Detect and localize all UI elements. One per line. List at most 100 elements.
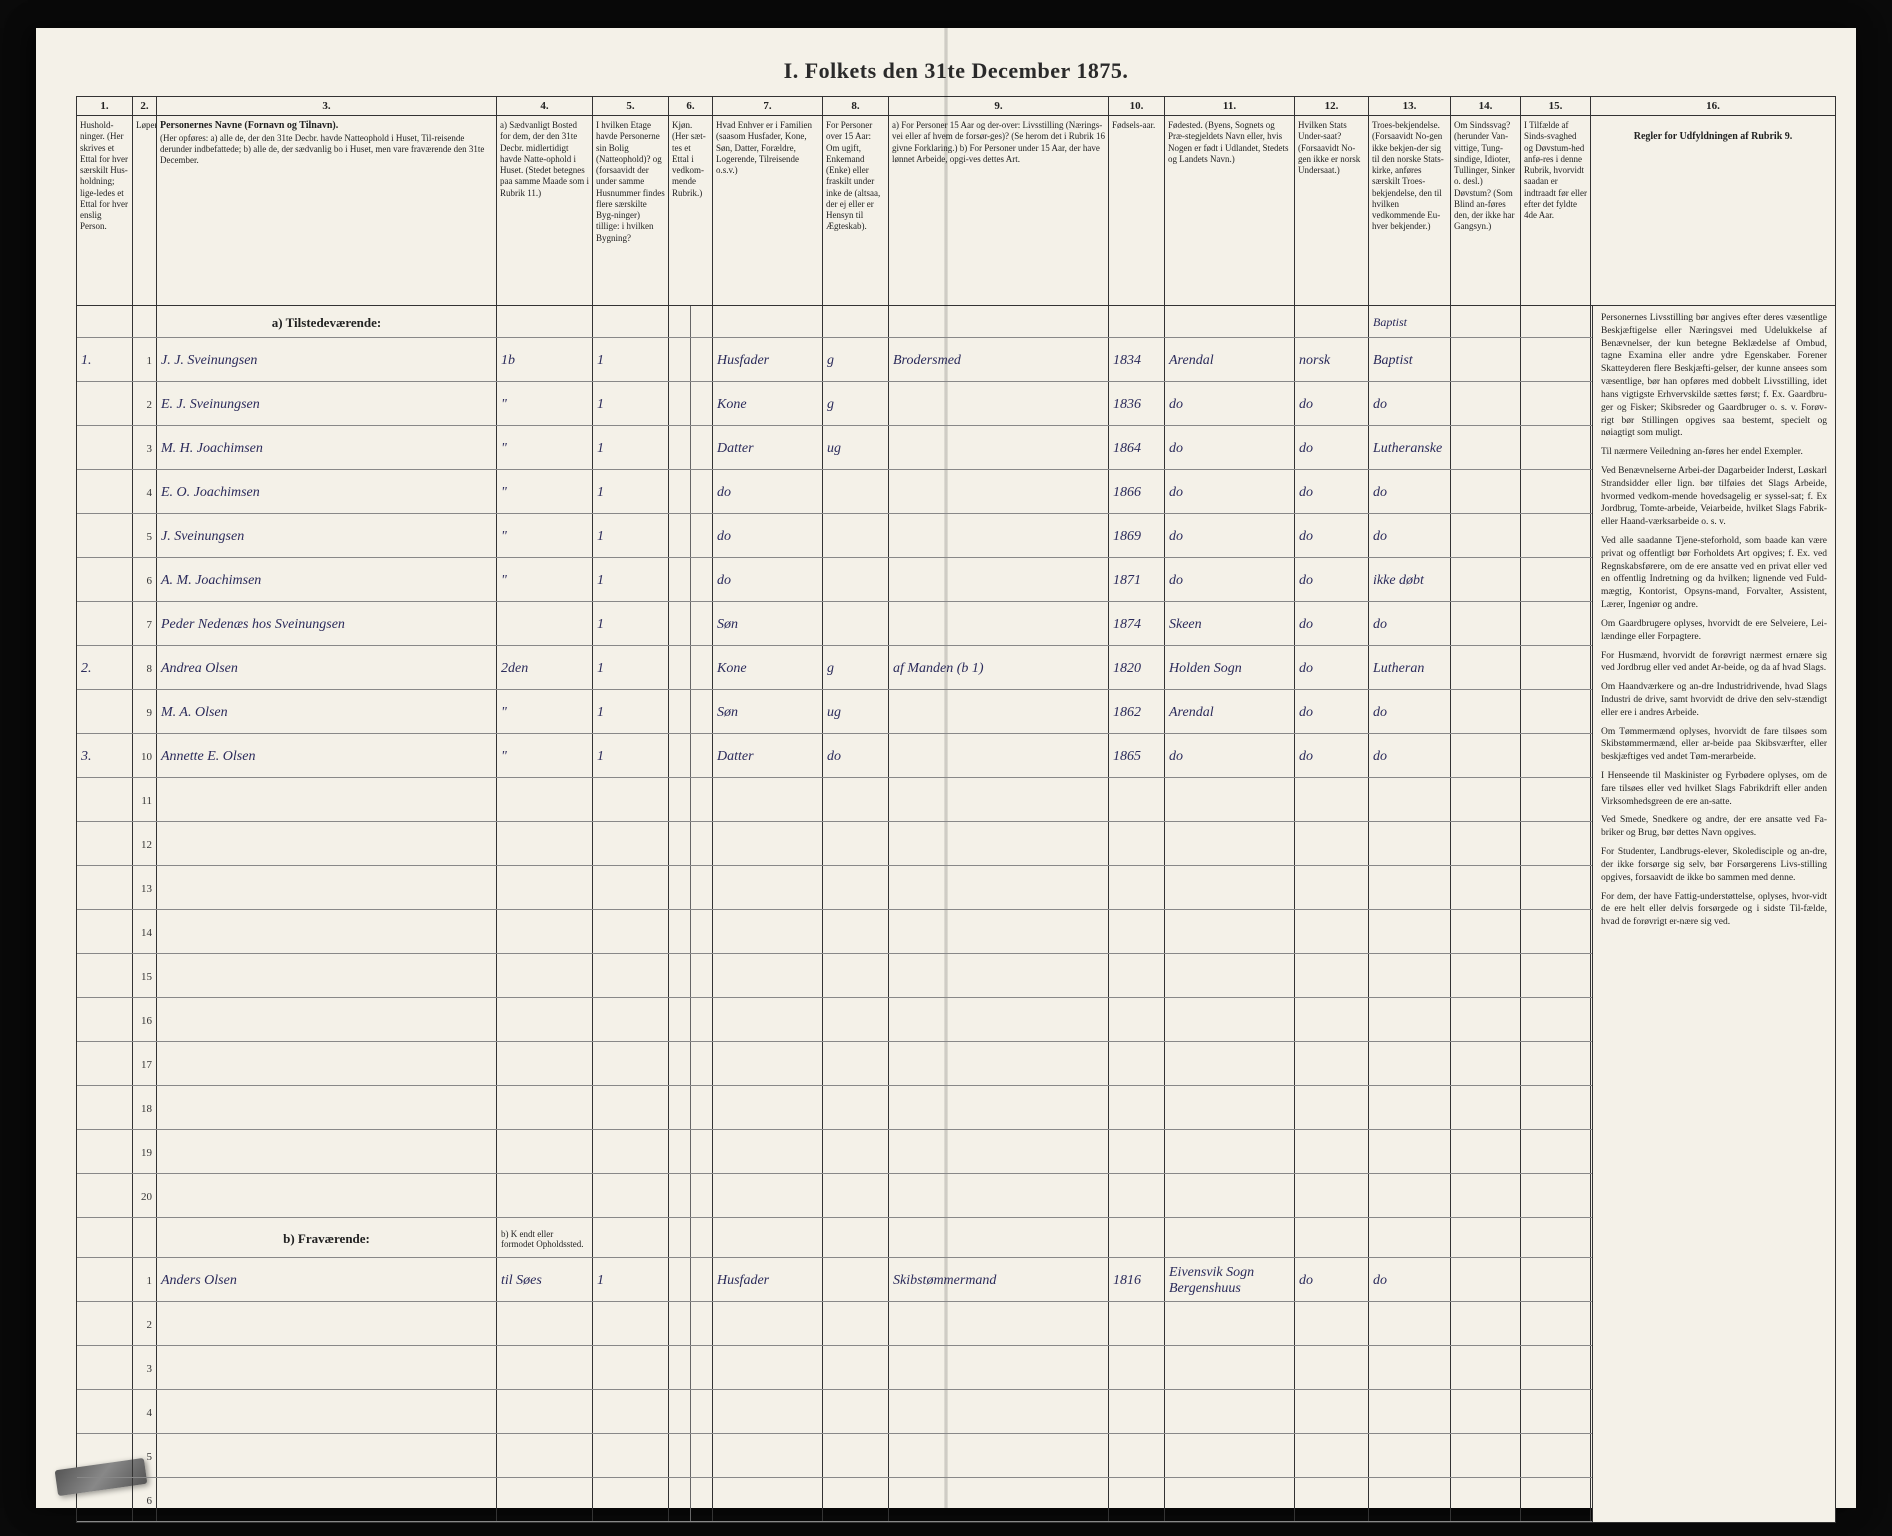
cell: [691, 382, 713, 425]
cell: [497, 602, 593, 645]
table-row: 14: [77, 910, 1835, 954]
table-row: 2E. J. Sveinungsen"1Koneg1836dododo: [77, 382, 1835, 426]
cell: 1: [593, 602, 669, 645]
cell: [1521, 1042, 1591, 1085]
cell: [1521, 866, 1591, 909]
cell: [823, 866, 889, 909]
table-row: 1Anders Olsentil Søes1HusfaderSkibstømme…: [77, 1258, 1835, 1302]
cell: [1451, 602, 1521, 645]
cell: do: [1165, 382, 1295, 425]
cell: [77, 1042, 133, 1085]
cell: 1: [593, 558, 669, 601]
cell: [1369, 910, 1451, 953]
cell: [1165, 1130, 1295, 1173]
cell: 15: [133, 954, 157, 997]
cell: [77, 1390, 133, 1433]
cell: ": [497, 734, 593, 777]
cell: [1165, 822, 1295, 865]
hdr-10: Fødsels-aar.: [1109, 116, 1165, 305]
cell: 19: [133, 1130, 157, 1173]
table-row: 15: [77, 954, 1835, 998]
cell: [669, 426, 691, 469]
cell: J. J. Sveinungsen: [157, 338, 497, 381]
cell: 1864: [1109, 426, 1165, 469]
cell: 11: [133, 778, 157, 821]
cell: [497, 1346, 593, 1389]
cell: [691, 1258, 713, 1301]
cell: [691, 866, 713, 909]
cell: [713, 1434, 823, 1477]
cell: [1109, 1346, 1165, 1389]
section-a-label: a) Tilstedeværende:: [157, 306, 497, 337]
cell: 1: [133, 1258, 157, 1301]
cell: 20: [133, 1174, 157, 1217]
cell: [1451, 514, 1521, 557]
cell: do: [1369, 514, 1451, 557]
cell: do: [1295, 1258, 1369, 1301]
cell: [669, 338, 691, 381]
cell: [157, 866, 497, 909]
cell: [1521, 998, 1591, 1041]
cell: [691, 1346, 713, 1389]
cell: [1451, 1130, 1521, 1173]
cell: 3.: [77, 734, 133, 777]
cell: [157, 1478, 497, 1521]
cell: Datter: [713, 426, 823, 469]
cell: Andrea Olsen: [157, 646, 497, 689]
cell: [1451, 1390, 1521, 1433]
cell: [1451, 1478, 1521, 1521]
cell: [1295, 1478, 1369, 1521]
cell: [1295, 954, 1369, 997]
cell: [691, 1390, 713, 1433]
cell: [889, 954, 1109, 997]
cell: ": [497, 470, 593, 513]
cell: g: [823, 382, 889, 425]
cell: do: [1295, 646, 1369, 689]
hdr-15: I Tilfælde af Sinds-svaghed og Døvstum-h…: [1521, 116, 1591, 305]
cell: [1109, 1302, 1165, 1345]
cell: [889, 470, 1109, 513]
table-row: 5: [77, 1434, 1835, 1478]
cell: [1295, 1174, 1369, 1217]
section-b-row: b) Fraværende: b) K endt eller formodet …: [77, 1218, 1835, 1258]
cell: [823, 470, 889, 513]
cell: [823, 602, 889, 645]
cell: [713, 910, 823, 953]
cell: [1451, 1086, 1521, 1129]
cell: [1451, 470, 1521, 513]
table-row: 6: [77, 1478, 1835, 1522]
cell: [669, 1478, 691, 1521]
cell: [669, 602, 691, 645]
cell: [823, 1042, 889, 1085]
cell: [823, 910, 889, 953]
colnum-6: 6.: [669, 97, 713, 115]
cell: [593, 1434, 669, 1477]
cell: [497, 1042, 593, 1085]
table-row: 5J. Sveinungsen"1do1869dododo: [77, 514, 1835, 558]
cell: [497, 778, 593, 821]
table-row: 2: [77, 1302, 1835, 1346]
cell: [1109, 998, 1165, 1041]
cell: [157, 1434, 497, 1477]
colnum-7: 7.: [713, 97, 823, 115]
cell: [1369, 954, 1451, 997]
cell: [691, 1174, 713, 1217]
cell: [157, 1346, 497, 1389]
cell: ug: [823, 690, 889, 733]
cell: do: [1165, 514, 1295, 557]
cell: [691, 1302, 713, 1345]
cell: Kone: [713, 646, 823, 689]
table-row: 7Peder Nedenæs hos Sveinungsen1Søn1874Sk…: [77, 602, 1835, 646]
hdr-6-text: Kjøn. (Her sæt-tes et Ettal i vedkom-men…: [672, 120, 706, 198]
cell: 2: [133, 382, 157, 425]
cell: [889, 778, 1109, 821]
cell: [1165, 1478, 1295, 1521]
cell: [157, 822, 497, 865]
cell: [823, 1346, 889, 1389]
cell: [713, 1086, 823, 1129]
cell: [669, 1434, 691, 1477]
table-row: 11: [77, 778, 1835, 822]
cell: [889, 1346, 1109, 1389]
cell: Arendal: [1165, 338, 1295, 381]
cell: 1865: [1109, 734, 1165, 777]
